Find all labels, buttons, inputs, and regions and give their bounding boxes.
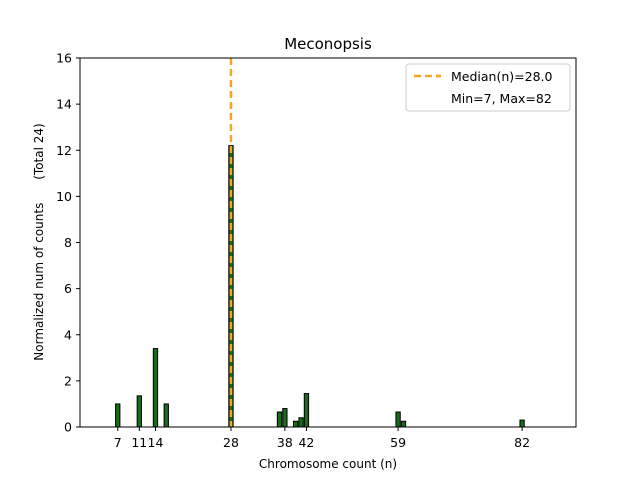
x-tick-label: 7 xyxy=(114,435,122,450)
bar xyxy=(163,403,169,428)
x-tick-label: 11 xyxy=(131,435,147,450)
y-tick-label: 0 xyxy=(64,420,72,435)
bar xyxy=(136,395,142,428)
bar xyxy=(228,145,234,428)
y-tick-label: 8 xyxy=(64,235,72,250)
y-axis-label: Normalized num of counts (Total 24) xyxy=(32,123,46,360)
bar xyxy=(303,393,310,428)
y-tick-label: 6 xyxy=(64,281,72,296)
y-tick-label: 14 xyxy=(56,97,72,112)
y-tick-label: 16 xyxy=(56,51,72,66)
y-axis: 0 2 4 6 8 10 12 14 16 xyxy=(56,51,80,435)
bar xyxy=(519,419,525,428)
y-tick-label: 10 xyxy=(56,189,72,204)
legend-box xyxy=(405,63,571,112)
bar xyxy=(395,411,401,428)
x-tick-label: 42 xyxy=(298,435,314,450)
bar xyxy=(152,348,159,428)
x-tick-label: 28 xyxy=(223,435,239,450)
y-tick-label: 4 xyxy=(64,327,72,342)
bar xyxy=(276,411,283,428)
legend-entry-min-max: Min=7, Max=82 xyxy=(451,91,552,106)
x-axis-label: Chromosome count (n) xyxy=(259,457,397,471)
x-tick-label: 82 xyxy=(514,435,530,450)
x-tick-label: 59 xyxy=(390,435,406,450)
bar xyxy=(292,420,299,428)
bar xyxy=(298,417,304,428)
legend: Median(n)=28.0 Min=7, Max=82 xyxy=(405,63,571,112)
bar xyxy=(400,420,407,428)
plot-frame xyxy=(79,57,577,428)
bar xyxy=(282,408,288,428)
y-tick-label: 12 xyxy=(56,143,72,158)
x-tick-label: 38 xyxy=(277,435,293,450)
bar xyxy=(115,403,121,428)
chart-title: Meconopsis xyxy=(284,35,372,53)
x-axis: 7 11 14 28 38 42 59 82 xyxy=(114,427,530,450)
legend-entry-median: Median(n)=28.0 xyxy=(451,69,552,84)
y-tick-label: 2 xyxy=(64,373,72,388)
x-tick-label: 14 xyxy=(148,435,164,450)
